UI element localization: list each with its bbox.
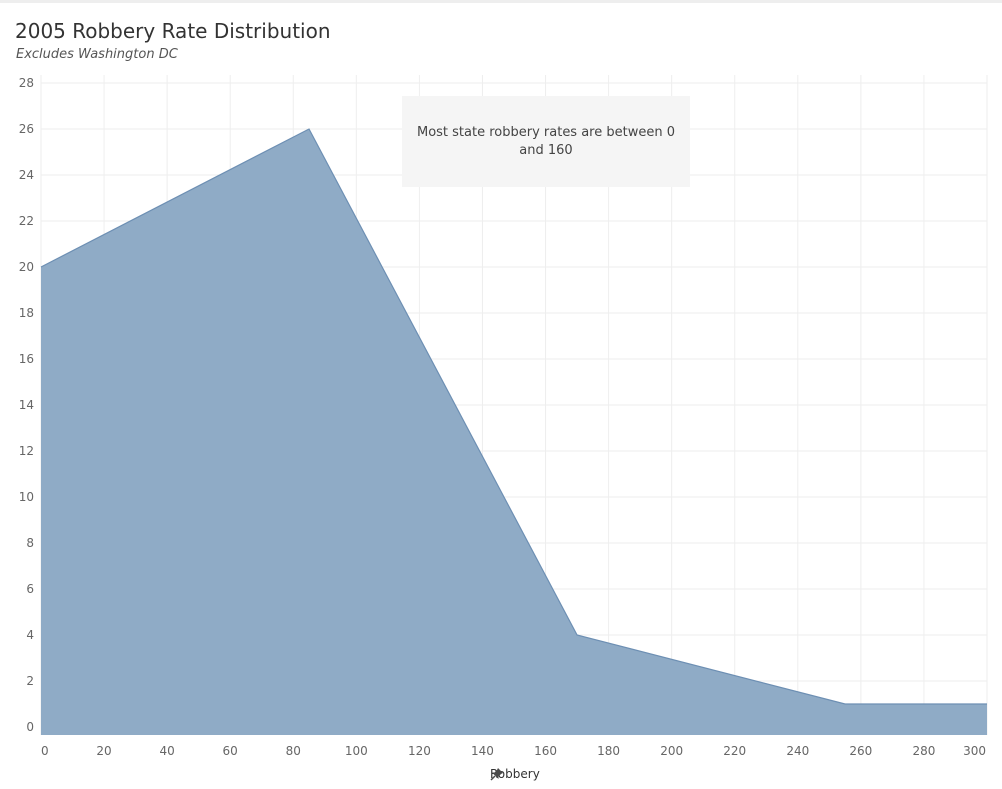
chart-title: 2005 Robbery Rate Distribution [15, 19, 331, 43]
x-tick-label: 240 [786, 744, 809, 758]
x-axis-ticks: 0 20 40 60 80 100 120 140 160 180 200 220 240 260 280 3… [41, 744, 986, 758]
y-tick-label: 16 [19, 352, 34, 366]
x-tick-label: 140 [471, 744, 494, 758]
top-border [0, 0, 1002, 3]
x-tick-label: 220 [723, 744, 746, 758]
chart-subtitle: Excludes Washington DC [16, 47, 178, 62]
chart-annotation: Most state robbery rates are between 0 a… [402, 96, 690, 187]
x-tick-label: 300 [963, 744, 986, 758]
y-tick-label: 14 [19, 398, 34, 412]
y-tick-label: 6 [26, 582, 34, 596]
x-tick-label: 120 [408, 744, 431, 758]
x-tick-label: 40 [159, 744, 174, 758]
y-tick-label: 2 [26, 674, 34, 688]
y-tick-label: 26 [19, 122, 34, 136]
x-tick-label: 180 [597, 744, 620, 758]
x-tick-label: 280 [912, 744, 935, 758]
x-tick-label: 60 [223, 744, 238, 758]
y-tick-label: 10 [19, 490, 34, 504]
y-tick-label: 20 [19, 260, 34, 274]
x-axis-title-group[interactable]: Robbery [490, 767, 540, 781]
x-tick-label: 80 [286, 744, 301, 758]
area-fill [41, 129, 987, 735]
x-tick-label: 260 [849, 744, 872, 758]
y-tick-label: 28 [19, 76, 34, 90]
x-tick-label: 0 [41, 744, 49, 758]
pin-icon[interactable] [490, 767, 504, 781]
area-layer [40, 128, 988, 735]
x-axis-title: Robbery [490, 767, 540, 781]
y-tick-label: 18 [19, 306, 34, 320]
y-tick-label: 4 [26, 628, 34, 642]
x-tick-label: 20 [96, 744, 111, 758]
y-tick-label: 22 [19, 214, 34, 228]
y-tick-label: 0 [26, 720, 34, 734]
x-tick-label: 100 [345, 744, 368, 758]
x-tick-label: 200 [660, 744, 683, 758]
x-tick-label: 160 [534, 744, 557, 758]
y-tick-label: 8 [26, 536, 34, 550]
y-tick-label: 12 [19, 444, 34, 458]
y-tick-label: 24 [19, 168, 34, 182]
